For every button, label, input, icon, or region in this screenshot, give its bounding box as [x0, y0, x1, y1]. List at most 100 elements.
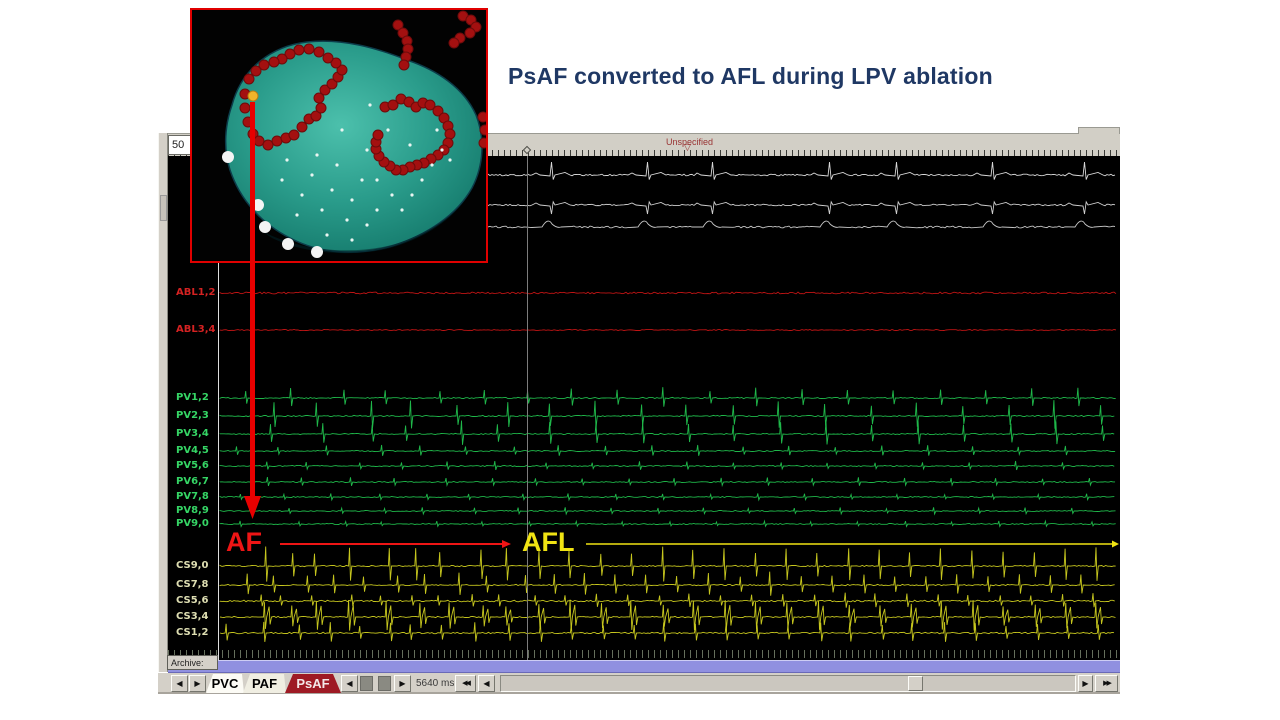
time-cursor[interactable] — [527, 156, 528, 660]
map-point-dot — [408, 143, 412, 147]
map-point-dot — [350, 198, 354, 202]
trace-PV2,3 — [219, 400, 1115, 429]
map-point-dot — [365, 223, 369, 227]
ablation-lesion-dot — [250, 65, 262, 77]
channel-label-pv45: PV4,5 — [176, 445, 209, 456]
ablation-lesion-dot — [387, 99, 399, 111]
map-point-dot — [280, 178, 284, 182]
ablation-lesion-dot — [313, 46, 325, 58]
map-point-dot — [435, 128, 439, 132]
ablation-lesion-dot — [444, 128, 456, 140]
map-point-dot — [285, 158, 289, 162]
tab-pvc[interactable]: PVC — [206, 674, 244, 693]
map-point-dot — [345, 218, 349, 222]
channel-label-pv90: PV9,0 — [176, 518, 209, 529]
ablation-lesion-dot — [319, 84, 331, 96]
trace-CS3,4 — [219, 599, 1116, 631]
map-point-dot — [320, 208, 324, 212]
current-ablation-site-dot — [247, 90, 259, 102]
map-svg — [222, 10, 491, 258]
ablation-lesion-dot — [477, 111, 489, 123]
map-point-dot — [335, 163, 339, 167]
horizontal-scrollbar-thumb[interactable] — [908, 676, 923, 691]
sweep-duration-value: 5640 ms — [416, 678, 455, 689]
ablation-lesion-dot — [432, 105, 444, 117]
map-point-dot — [375, 208, 379, 212]
trace-CS7,8 — [219, 571, 1115, 596]
atrium-shell — [224, 40, 483, 253]
slide-title: PsAF converted to AFL during LPV ablatio… — [508, 63, 993, 89]
tab-paf[interactable]: PAF — [243, 674, 286, 693]
channel-label-cs34: CS3,4 — [176, 611, 209, 622]
trace-ABL1,2 — [219, 291, 1117, 295]
trace-ABL3,4 — [219, 329, 1117, 331]
tab-psaf[interactable]: PsAF — [285, 674, 341, 693]
tab-bar: ◀ ▶ PVC PAF PsAF ◀ ▶ 5640 ms ◀◀ ◀ ▶ ▶▶ — [158, 673, 1120, 694]
map-point-dot — [315, 153, 319, 157]
trace-CS1,2 — [219, 621, 1115, 642]
horizontal-scrollbar[interactable] — [500, 675, 1076, 692]
channel-label-cs78: CS7,8 — [176, 579, 209, 590]
map-point-dot — [350, 238, 354, 242]
ablation-lesion-dot — [479, 124, 491, 136]
marker-triangle-icon: ▽ — [684, 142, 691, 152]
ablation-lesion-dot — [293, 44, 305, 56]
sweep-scroll-left-button[interactable]: ◀ — [341, 675, 358, 692]
map-point-dot — [365, 148, 369, 152]
scroll-right-button[interactable]: ▶ — [1078, 675, 1093, 692]
map-point-dot — [360, 178, 364, 182]
map-point-dot — [375, 178, 379, 182]
vertical-scrollbar-thumb[interactable] — [160, 195, 167, 221]
ablation-lesion-dot — [243, 73, 255, 85]
map-point-dot — [330, 188, 334, 192]
ablation-lesion-dot — [464, 27, 476, 39]
shell-shadow — [252, 182, 475, 254]
ruler-corner-step — [1078, 127, 1120, 134]
channel-label-abl34: ABL3,4 — [176, 324, 216, 335]
trace-PV4,5 — [219, 444, 1116, 457]
af-annotation: AF — [226, 527, 262, 557]
ruler-ticks — [168, 150, 1120, 156]
ablation-lesion-dot — [326, 78, 338, 90]
ablation-lesion-dot — [398, 59, 410, 71]
ablation-lesion-dot — [296, 121, 308, 133]
sweep-scroll-right-button[interactable]: ▶ — [394, 675, 411, 692]
sweep-scrollbar-thumb-2[interactable] — [378, 676, 391, 691]
map-point-dot — [410, 193, 414, 197]
trace-PV3,4 — [219, 420, 1115, 445]
map-point-dot — [340, 128, 344, 132]
channel-label-cs56: CS5,6 — [176, 595, 209, 606]
vertical-scrollbar[interactable] — [158, 133, 168, 672]
catheter-electrode-dot — [311, 246, 323, 258]
ablation-lesion-dot — [268, 56, 280, 68]
label-separator-line — [218, 156, 219, 660]
trace-CS9,0 — [219, 546, 1116, 582]
channel-label-cs90: CS9,0 — [176, 560, 209, 571]
sweep-scrollbar-thumb-1[interactable] — [360, 676, 373, 691]
step-back-button[interactable]: ◀ — [478, 675, 495, 692]
waveform-svg — [219, 161, 1119, 642]
anatomical-map[interactable] — [190, 8, 491, 263]
tab-scroll-right-button[interactable]: ▶ — [189, 675, 206, 692]
bottom-tick-ruler — [168, 650, 1120, 658]
ablation-lesion-dot — [313, 92, 325, 104]
map-to-signal-arrow — [244, 102, 261, 519]
ablation-lesion-dot — [392, 19, 404, 31]
ablation-lesion-dot — [448, 37, 460, 49]
map-point-dot — [325, 233, 329, 237]
map-point-dot — [430, 163, 434, 167]
timeline-scrollbar[interactable] — [168, 660, 1120, 673]
tab-scroll-left-button[interactable]: ◀ — [171, 675, 188, 692]
channel-label-pv78: PV7,8 — [176, 491, 209, 502]
sweep-speed-value[interactable]: 50 — [168, 135, 192, 155]
trace-PV7,8 — [219, 492, 1115, 502]
map-point-dot — [400, 208, 404, 212]
ablation-lesion-dot — [258, 59, 270, 71]
trace-CS5,6 — [219, 592, 1115, 608]
ablation-lesion-dot — [322, 52, 334, 64]
channel-label-cs12: CS1,2 — [176, 627, 209, 638]
fast-rewind-button[interactable]: ◀◀ — [455, 675, 476, 692]
archive-label: Archive: — [167, 655, 218, 670]
fast-forward-button[interactable]: ▶▶ — [1095, 675, 1118, 692]
